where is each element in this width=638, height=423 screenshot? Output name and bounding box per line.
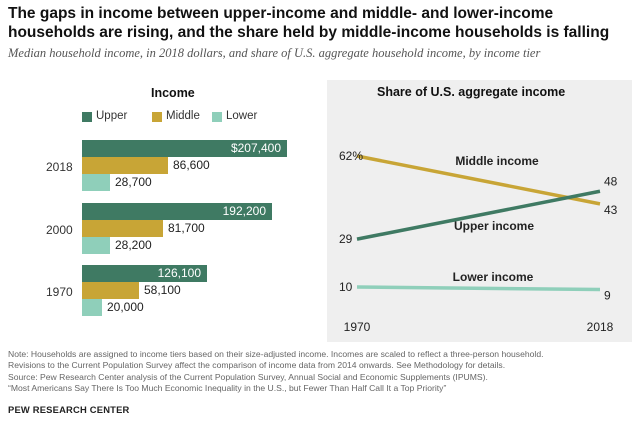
share-panel-title: Share of U.S. aggregate income [377,85,566,99]
report-title-line: “Most Americans Say There Is Too Much Ec… [8,383,447,394]
end-label-lower-income: 9 [604,289,611,303]
legend-label-lower: Lower [226,110,258,122]
bar-middle-2018 [82,157,168,174]
end-label-upper-income: 48 [604,174,618,188]
series-label-middle-income: Middle income [455,154,539,168]
note-line-1: Note: Households are assigned to income … [8,349,544,359]
legend-swatch-upper [82,112,92,122]
bar-label-middle-2018: 86,600 [173,158,210,172]
pew-research-center-label: PEW RESEARCH CENTER [8,404,130,415]
chart-subtitle: Median household income, in 2018 dollars… [8,46,541,60]
bar-label-lower-2018: 28,700 [115,175,152,189]
start-label-upper-income: 29 [339,232,353,246]
income-panel-title: Income [151,86,195,100]
year-label-2018: 2018 [46,160,73,174]
chart-title: The gaps in income between upper-income … [8,5,610,41]
note: Note: Households are assigned to income … [8,349,636,395]
share-panel-background [327,80,632,342]
bar-label-middle-2000: 81,700 [168,221,205,235]
start-label-middle-income: 62% [339,149,363,163]
start-label-lower-income: 10 [339,280,353,294]
x-tick-1970: 1970 [344,320,371,334]
bar-upper-1970 [82,265,207,282]
bar-upper-2000 [82,203,272,220]
bar-label-upper-2000: 192,200 [222,204,266,218]
legend-swatch-lower [212,112,222,122]
year-label-1970: 1970 [46,285,73,299]
line-upper-income [356,189,601,241]
bar-label-upper-2018: $207,400 [230,141,281,155]
bar-lower-1970 [82,299,102,316]
bar-lower-2018 [82,174,110,191]
bar-label-lower-1970: 20,000 [107,300,144,314]
bar-middle-2000 [82,220,163,237]
year-label-2000: 2000 [46,223,73,237]
note-line-2: Revisions to the Current Population Surv… [8,360,506,371]
bar-label-lower-2000: 28,200 [115,238,152,252]
bar-lower-2000 [82,237,110,254]
line-middle-income [356,154,601,206]
bar-middle-1970 [82,282,139,299]
end-label-middle-income: 43 [604,203,618,217]
bar-label-middle-1970: 58,100 [144,283,181,297]
series-label-lower-income: Lower income [453,270,534,284]
source-line: Source: Pew Research Center analysis of … [8,371,488,382]
bar-label-upper-1970: 126,100 [157,266,201,280]
x-tick-2018: 2018 [587,320,614,334]
line-lower-income [356,285,601,292]
series-label-upper-income: Upper income [454,219,534,233]
legend-label-upper: Upper [96,110,128,122]
bar-upper-2018 [82,140,287,157]
legend-swatch-middle [152,112,162,122]
legend-label-middle: Middle [166,110,200,122]
